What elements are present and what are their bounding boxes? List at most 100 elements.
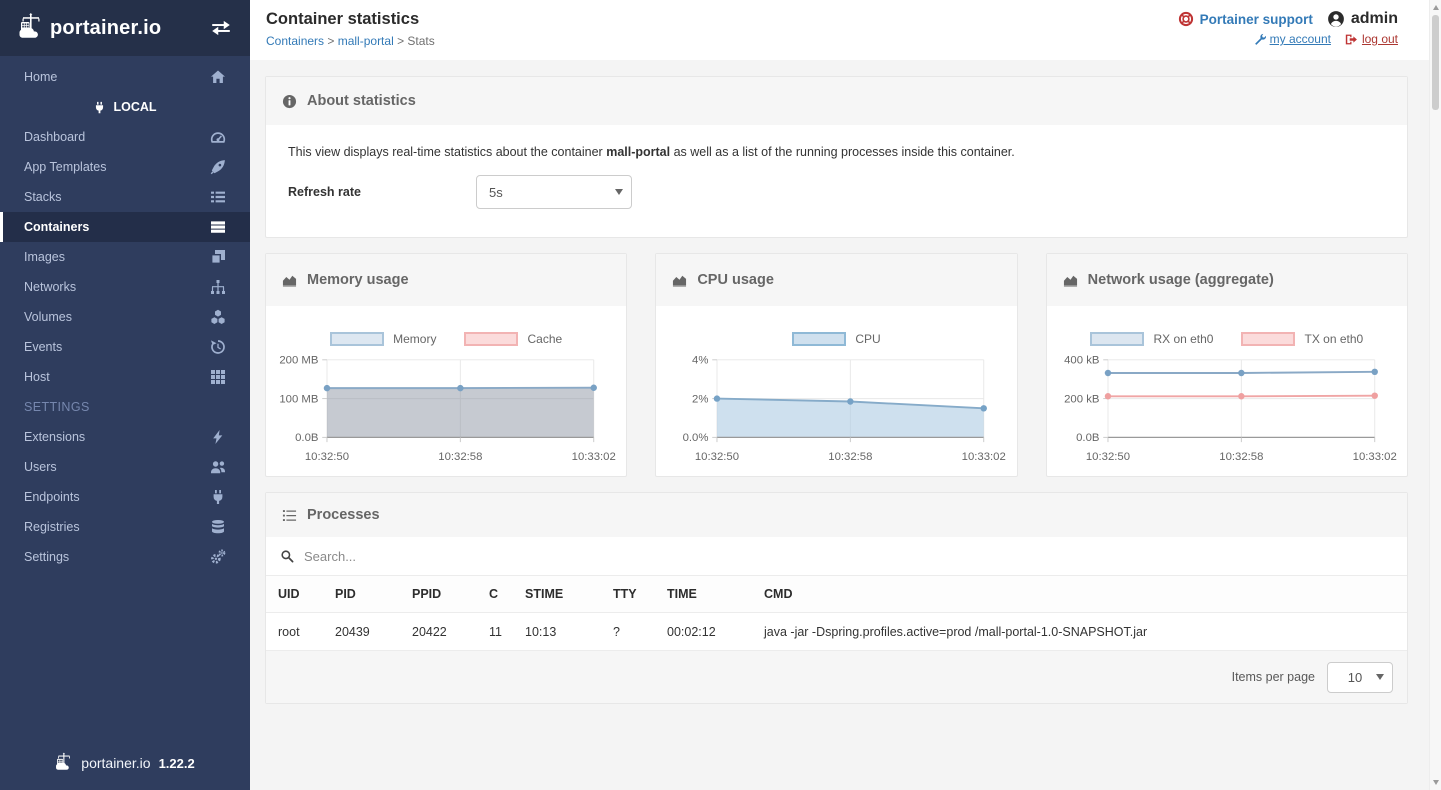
container-name: mall-portal <box>606 145 670 159</box>
sidebar-item-label: Host <box>24 370 50 384</box>
processes-title: Processes <box>307 507 380 523</box>
sidebar-settings-items: ExtensionsUsers Endpoints Registries Settin… <box>0 422 250 572</box>
refresh-rate-select[interactable]: 5s <box>476 175 632 209</box>
sidebar-item-extensions[interactable]: Extensions <box>0 422 250 452</box>
log-out-label: log out <box>1362 32 1398 46</box>
legend-swatch <box>464 332 518 346</box>
sidebar-endpoint-local[interactable]: LOCAL <box>0 92 250 122</box>
sidebar-item-users[interactable]: Users <box>0 452 250 482</box>
sidebar-item-containers[interactable]: Containers <box>0 212 250 242</box>
search-input[interactable] <box>304 549 1393 564</box>
current-user: admin <box>1327 10 1398 28</box>
chart-legend: CPU <box>664 332 1008 346</box>
scroll-up-arrow-icon[interactable] <box>1433 5 1439 10</box>
sidebar-item-host[interactable]: Host <box>0 362 250 392</box>
svg-text:10:33:02: 10:33:02 <box>962 451 1006 463</box>
svg-text:10:32:58: 10:32:58 <box>438 451 482 463</box>
sidebar-item-networks[interactable]: Networks <box>0 272 250 302</box>
sitemap-icon <box>210 279 226 295</box>
sidebar-item-dashboard[interactable]: Dashboard <box>0 122 250 152</box>
svg-text:10:33:02: 10:33:02 <box>572 451 616 463</box>
svg-text:10:32:50: 10:32:50 <box>695 451 739 463</box>
clone-icon <box>210 249 226 265</box>
tasks-icon <box>282 508 297 523</box>
charts-row: Memory usageMemoryCache200 MB100 MB0.0B1… <box>265 253 1408 477</box>
sidebar-item-registries[interactable]: Registries <box>0 512 250 542</box>
chart-title: CPU usage <box>697 272 774 288</box>
table-cell: 20439 <box>335 625 412 639</box>
user-circle-icon <box>1327 10 1345 28</box>
vertical-scrollbar[interactable] <box>1429 0 1441 790</box>
rocket-icon <box>210 159 226 175</box>
chart-title: Network usage (aggregate) <box>1088 272 1274 288</box>
items-per-page-select[interactable]: 10 <box>1327 662 1393 693</box>
scrollbar-thumb[interactable] <box>1432 15 1439 110</box>
log-out-link[interactable]: log out <box>1345 32 1398 46</box>
network-usage-aggregate-chart: 400 kB200 kB0.0B10:32:5010:32:5810:33:02 <box>1055 348 1399 470</box>
breadcrumb-containers[interactable]: Containers <box>266 34 324 48</box>
column-header-time[interactable]: TIME <box>667 587 764 601</box>
sidebar-item-label: Endpoints <box>24 490 80 504</box>
sidebar-item-events[interactable]: Events <box>0 332 250 362</box>
exchange-endpoint-icon[interactable] <box>210 19 232 37</box>
breadcrumb: Containers > mall-portal > Stats <box>266 34 435 48</box>
processes-footer: Items per page 10 <box>266 651 1407 703</box>
page-title: Container statistics <box>266 10 435 29</box>
brand-text: portainer.io <box>50 17 161 40</box>
column-header-cmd[interactable]: CMD <box>764 587 1407 601</box>
legend-swatch <box>330 332 384 346</box>
table-cell: 00:02:12 <box>667 625 764 639</box>
my-account-link[interactable]: my account <box>1254 32 1331 46</box>
database-icon <box>210 519 226 535</box>
portainer-whale-icon <box>18 13 44 43</box>
column-header-uid[interactable]: UID <box>278 587 335 601</box>
sidebar-item-app-templates[interactable]: App Templates <box>0 152 250 182</box>
column-header-pid[interactable]: PID <box>335 587 412 601</box>
chart-legend: MemoryCache <box>274 332 618 346</box>
sidebar-item-volumes[interactable]: Volumes <box>0 302 250 332</box>
table-cell: ? <box>613 625 667 639</box>
sidebar-item-images[interactable]: Images <box>0 242 250 272</box>
sidebar-item-label: Settings <box>24 550 69 564</box>
search-icon <box>280 549 294 563</box>
chart-title: Memory usage <box>307 272 409 288</box>
breadcrumb-stats: Stats <box>407 34 434 48</box>
sidebar-item-endpoints[interactable]: Endpoints <box>0 482 250 512</box>
column-header-tty[interactable]: TTY <box>613 587 667 601</box>
column-header-c[interactable]: C <box>489 587 525 601</box>
sidebar-item-label: Containers <box>24 220 89 234</box>
legend-swatch <box>1241 332 1295 346</box>
sidebar-item-home[interactable]: Home <box>0 62 250 92</box>
sidebar-item-stacks[interactable]: Stacks <box>0 182 250 212</box>
sidebar-item-settings[interactable]: Settings <box>0 542 250 572</box>
breadcrumb-mall-portal[interactable]: mall-portal <box>338 34 394 48</box>
sidebar-item-label: Registries <box>24 520 80 534</box>
sidebar-main-items: Dashboard App Templates Stacks Containers Im… <box>0 122 250 392</box>
processes-widget: Processes UIDPIDPPIDCSTIMETTYTIMECMD root… <box>265 492 1408 704</box>
support-label: Portainer support <box>1200 12 1313 27</box>
portainer-logo[interactable]: portainer.io <box>18 13 161 43</box>
chart-legend: RX on eth0TX on eth0 <box>1055 332 1399 346</box>
scroll-down-arrow-icon[interactable] <box>1433 780 1439 785</box>
footer-brand: portainer.io <box>81 755 150 771</box>
svg-text:0.0B: 0.0B <box>1076 432 1099 444</box>
table-cell: 10:13 <box>525 625 613 639</box>
area-chart-icon <box>1063 273 1078 288</box>
about-statistics-title: About statistics <box>307 93 416 109</box>
column-header-ppid[interactable]: PPID <box>412 587 489 601</box>
svg-text:400 kB: 400 kB <box>1064 355 1099 367</box>
table-cell: root <box>278 625 335 639</box>
column-header-stime[interactable]: STIME <box>525 587 613 601</box>
sidebar-item-label: App Templates <box>24 160 106 174</box>
sidebar-logo-row: portainer.io <box>0 0 250 56</box>
breadcrumb-separator: > <box>394 34 408 48</box>
legend-item: TX on eth0 <box>1241 332 1363 346</box>
cpu-usage-chart: 4%2%0.0%10:32:5010:32:5810:33:02 <box>664 348 1008 470</box>
portainer-support-link[interactable]: Portainer support <box>1178 11 1313 27</box>
refresh-rate-label: Refresh rate <box>288 185 476 199</box>
memory-usage-chart: 200 MB100 MB0.0B10:32:5010:32:5810:33:02 <box>274 348 618 470</box>
svg-text:0.0B: 0.0B <box>295 432 318 444</box>
portainer-whale-icon <box>55 752 73 774</box>
svg-text:4%: 4% <box>692 355 708 367</box>
cubes-icon <box>210 309 226 325</box>
